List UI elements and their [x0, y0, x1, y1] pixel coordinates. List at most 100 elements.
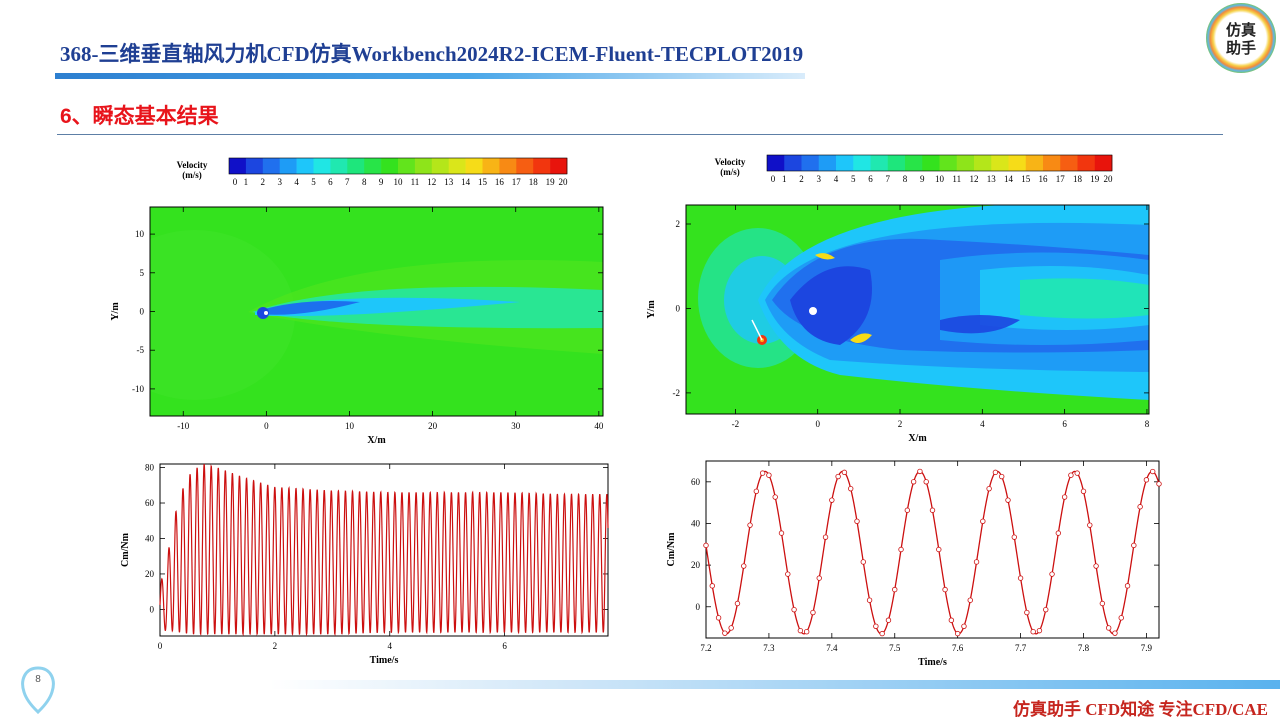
x-tick-label: 7.4: [826, 643, 838, 653]
data-point-marker: [967, 597, 973, 603]
x-tick-label: 6: [502, 641, 507, 651]
y-tick-label: 5: [140, 268, 145, 278]
y-tick-label: 0: [140, 307, 145, 317]
x-tick-label: 10: [345, 421, 355, 431]
data-point-marker: [803, 628, 810, 635]
colorbar-swatch: [991, 155, 1009, 171]
x-tick-label: 30: [511, 421, 520, 431]
y-tick-label: -2: [673, 388, 681, 398]
colorbar-swatch: [279, 158, 297, 174]
presentation-title: 368-三维垂直轴风力机CFD仿真Workbench2024R2-ICEM-Fl…: [60, 42, 804, 66]
data-point-marker: [929, 507, 936, 513]
x-tick-label: 2: [898, 419, 903, 429]
data-point-marker: [1030, 628, 1036, 635]
colorbar-legend: 0 1 2 3 4 5 6 7 8 9 10 11 12 13 14 15 16 17 18 19 20: [228, 157, 568, 187]
data-point-marker: [1080, 488, 1087, 495]
y-axis-label: Y/m: [646, 300, 657, 319]
data-point-marker: [866, 597, 873, 603]
x-tick-label: 7.9: [1141, 643, 1153, 653]
x-tick-label: 0: [264, 421, 269, 431]
colorbar-swatch: [853, 155, 871, 171]
logo-text-bottom: 助手: [1226, 39, 1256, 57]
y-tick-label: -10: [132, 384, 144, 394]
colorbar-swatch: [956, 155, 975, 171]
colorbar-swatch: [330, 158, 348, 174]
colorbar-tick-label: 4: [834, 174, 839, 184]
data-point-marker: [1068, 472, 1074, 478]
data-point-marker: [1093, 563, 1099, 569]
colorbar-title: Velocity: [177, 160, 208, 170]
colorbar-tick-label: 19: [1090, 174, 1100, 184]
colorbar-tick-label: 0: [771, 174, 776, 184]
colorbar-swatch: [245, 158, 264, 174]
data-point-marker: [1150, 468, 1156, 475]
colorbar-swatch: [974, 155, 992, 171]
colorbar-swatch: [1077, 155, 1096, 171]
data-point-marker: [797, 627, 804, 634]
colorbar-tick-label: 2: [261, 177, 266, 187]
x-tick-label: 8: [1145, 419, 1150, 429]
colorbar-tick-label: 6: [868, 174, 873, 184]
data-point-marker: [1099, 600, 1106, 607]
data-point-marker: [904, 507, 911, 513]
data-point-marker: [1137, 504, 1143, 510]
data-point-marker: [810, 609, 816, 616]
x-tick-label: -2: [732, 419, 740, 429]
logo-text-top: 仿真: [1226, 21, 1256, 39]
y-tick-label: 10: [135, 229, 145, 239]
colorbar-swatch: [499, 158, 517, 174]
colorbar-swatch: [1008, 155, 1027, 171]
section-heading: 6、瞬态基本结果: [60, 105, 219, 128]
colorbar-swatch: [533, 158, 551, 174]
colorbar-tick-label: 3: [817, 174, 822, 184]
colorbar-swatch: [1094, 155, 1113, 171]
data-point-marker: [999, 473, 1005, 480]
data-point-marker: [973, 559, 980, 565]
data-point-marker: [816, 575, 822, 581]
colorbar-swatch: [550, 158, 568, 174]
colorbar-tick-label: 18: [529, 177, 539, 187]
colorbar-swatch: [836, 155, 854, 171]
colorbar-tick-label: 13: [987, 174, 997, 184]
colorbar-tick-label: 17: [512, 177, 522, 187]
data-point-marker: [709, 583, 715, 589]
data-point-marker: [722, 630, 728, 636]
y-tick-label: 0: [676, 303, 681, 313]
data-point-marker: [747, 522, 753, 528]
x-tick-label: 7.8: [1078, 643, 1090, 653]
data-point-marker: [986, 485, 992, 492]
data-point-marker: [759, 470, 766, 476]
colorbar-swatch: [870, 155, 889, 171]
colorbar-swatch: [414, 158, 433, 174]
colorbar-swatch: [1060, 155, 1078, 171]
colorbar-swatch: [939, 155, 958, 171]
y-tick-label: 40: [145, 533, 155, 543]
colorbar-swatch: [448, 158, 466, 174]
colorbar-tick-label: 8: [362, 177, 367, 187]
colorbar-tick-label: 18: [1073, 174, 1083, 184]
page-number: 8: [35, 674, 41, 685]
colorbar-tick-label: 7: [345, 177, 350, 187]
colorbar-swatch: [431, 158, 449, 174]
colorbar-tick-label: 15: [478, 177, 488, 187]
y-axis-label: Cm/Nm: [666, 532, 677, 567]
y-axis-label: Y/m: [110, 302, 121, 321]
colorbar-tick-label: 12: [970, 174, 979, 184]
logo-icon: 仿真 助手: [1206, 3, 1276, 73]
title-underline-bar: [55, 73, 805, 79]
colorbar-title: Velocity: [715, 157, 746, 167]
colorbar-tick-label: 14: [461, 177, 471, 187]
colorbar-tick-label: 8: [903, 174, 908, 184]
data-point-marker: [873, 623, 879, 629]
data-point-marker: [910, 479, 917, 485]
colorbar-tick-label: 1: [244, 177, 249, 187]
colorbar-swatch: [1025, 155, 1044, 171]
colorbar-tick-label: 13: [444, 177, 454, 187]
moment-series-zoom: 7.2 7.3 7.4 7.5 7.6 7.7 7.8 7.9 60 40 20 0 Time/s Cm/…: [666, 461, 1162, 668]
data-point-marker: [954, 630, 961, 637]
y-tick-label: 20: [145, 569, 155, 579]
colorbar-swatch: [887, 155, 906, 171]
colorbar-tick-label: 10: [935, 174, 945, 184]
x-tick-label: 7.3: [763, 643, 775, 653]
data-point-marker: [1118, 615, 1124, 621]
